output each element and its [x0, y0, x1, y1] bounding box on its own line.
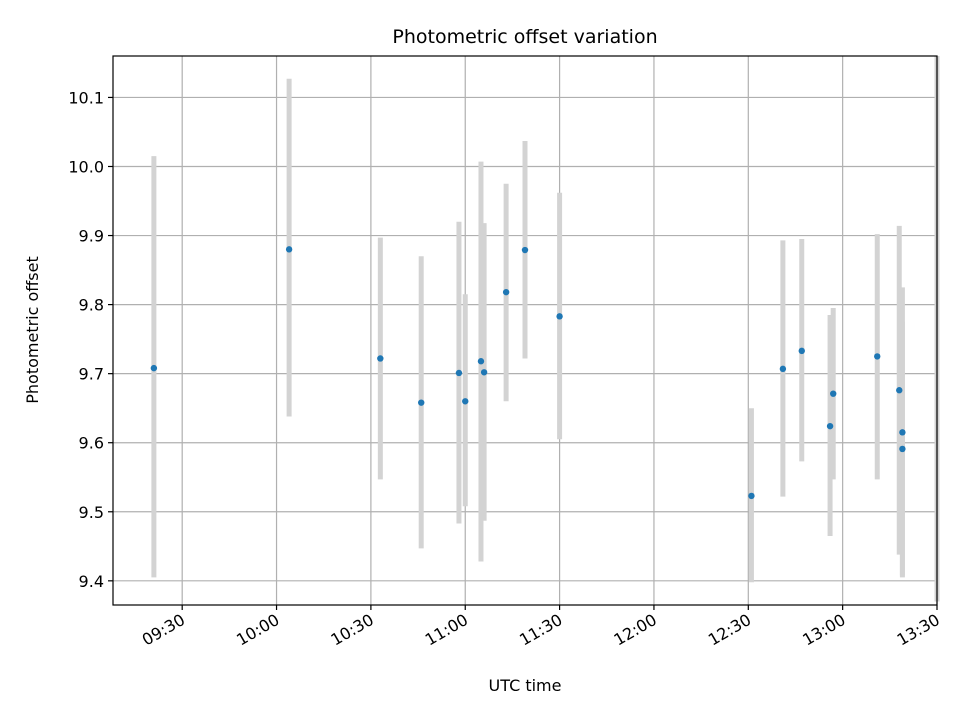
- data-point: [377, 355, 384, 362]
- x-tick-label: 11:00: [422, 610, 471, 650]
- data-point: [150, 364, 158, 372]
- y-tick-label: 10.0: [68, 157, 104, 176]
- data-point: [285, 246, 293, 253]
- data-point: [462, 398, 469, 405]
- error-bars: [151, 56, 940, 602]
- y-axis-label: Photometric offset: [23, 256, 42, 404]
- chart-title: Photometric offset variation: [392, 26, 657, 48]
- y-tick-label: 9.4: [79, 572, 104, 591]
- data-point: [830, 390, 837, 397]
- data-point: [502, 288, 510, 296]
- x-tick-label: 13:00: [799, 610, 848, 650]
- data-point: [477, 358, 485, 365]
- y-tick-label: 9.7: [79, 365, 104, 384]
- y-tick-label: 9.8: [79, 296, 104, 315]
- data-point: [748, 492, 755, 500]
- y-tick-label: 9.5: [79, 503, 104, 522]
- y-tick-label: 10.1: [68, 88, 104, 107]
- data-point: [899, 429, 906, 436]
- data-point: [779, 365, 787, 373]
- y-tick-label: 9.6: [79, 434, 104, 453]
- data-point: [874, 353, 881, 360]
- data-point: [455, 369, 463, 377]
- data-point: [480, 369, 488, 376]
- data-points: [150, 246, 906, 500]
- x-tick-label: 10:00: [233, 610, 282, 650]
- plot-frame: [112, 55, 938, 606]
- x-tick-label: 13:30: [894, 610, 943, 650]
- data-point: [896, 387, 903, 394]
- data-point: [418, 399, 425, 406]
- data-point: [826, 422, 834, 430]
- x-tick-label: 11:30: [516, 610, 565, 650]
- x-tick-label: 12:30: [705, 610, 754, 650]
- data-point: [899, 445, 906, 453]
- y-tick-label: 9.9: [79, 227, 104, 246]
- data-point: [798, 347, 805, 355]
- data-point: [521, 246, 529, 254]
- x-tick-label: 09:30: [139, 610, 188, 650]
- x-axis-label: UTC time: [489, 676, 562, 695]
- x-tick-label: 10:30: [327, 610, 376, 650]
- data-point: [556, 313, 563, 320]
- x-tick-label: 12:00: [611, 610, 660, 650]
